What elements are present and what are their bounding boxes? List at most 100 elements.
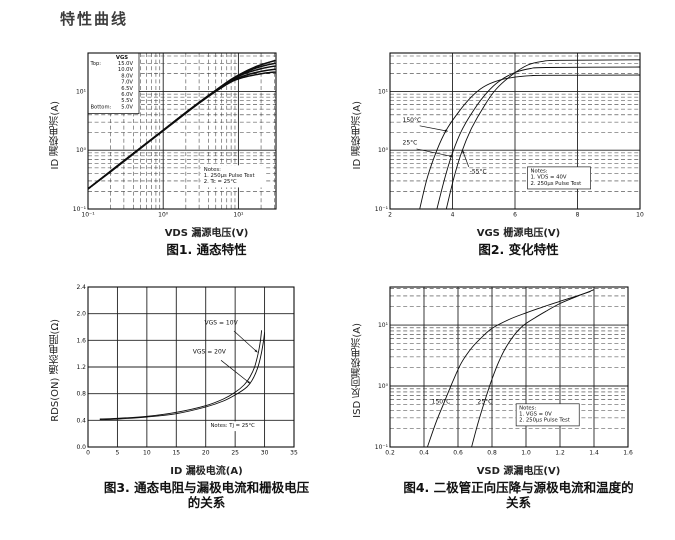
svg-text:Notes:: Notes:: [519, 405, 536, 411]
svg-text:0.0: 0.0: [76, 444, 86, 451]
svg-text:1.0: 1.0: [521, 449, 531, 456]
fig1-caption: 图1. 通态特性: [166, 242, 247, 257]
svg-text:6: 6: [513, 212, 517, 219]
figure2-panel: ID 漏极电流(A) 150°C 25°C -55°C Notes: 1. VDS = …: [350, 46, 672, 258]
svg-text:1. VGS = 0V: 1. VGS = 0V: [519, 411, 552, 417]
curve--55°C: [445, 59, 641, 210]
fig2-caption: 图2. 变化特性: [478, 242, 559, 257]
fig3-x-axis-label: ID 漏极电流(A): [170, 465, 243, 477]
plot-frame: [87, 286, 295, 448]
svg-text:10⁻¹: 10⁻¹: [375, 444, 389, 451]
figure4-plot-row: ISD 反向漏极电流(A) 150°C 25°C Notes: 1. VGS = 0V…: [350, 280, 672, 462]
svg-text:Top:: Top:: [90, 61, 102, 67]
svg-text:8: 8: [576, 212, 580, 219]
svg-text:0.6: 0.6: [453, 449, 463, 456]
svg-text:2.0: 2.0: [76, 310, 86, 317]
curve-label: 25°C: [403, 140, 418, 147]
figure1-panel: ID 漏极电流(A) VGS Top: 15.0V 10.0V 8.0V 7.0V 6.5V…: [48, 46, 350, 258]
svg-text:25: 25: [231, 449, 239, 456]
plot-frame: [389, 286, 629, 448]
svg-text:20: 20: [202, 449, 210, 456]
svg-text:0.8: 0.8: [76, 390, 86, 397]
svg-text:5.5V: 5.5V: [121, 98, 133, 104]
svg-text:1.2: 1.2: [76, 364, 86, 371]
svg-text:0: 0: [86, 449, 90, 456]
svg-text:2. 250μs Pulse Test: 2. 250μs Pulse Test: [531, 181, 582, 187]
svg-text:10⁻¹: 10⁻¹: [81, 212, 95, 219]
fig3-plot: VGS = 10V VGS = 20V Notes: Tj = 25°C 0 5 10 15…: [76, 284, 298, 457]
svg-text:15.0V: 15.0V: [118, 61, 134, 67]
svg-text:2. 250μs Pulse Test: 2. 250μs Pulse Test: [519, 417, 570, 423]
curve-label: VGS = 10V: [205, 319, 239, 326]
curve-VGS=5.0V: [87, 71, 276, 190]
svg-text:10¹: 10¹: [233, 212, 244, 219]
svg-text:1.6: 1.6: [623, 449, 633, 456]
svg-text:8.0V: 8.0V: [121, 73, 133, 79]
fig4-plot: 150°C 25°C Notes:1. VGS = 0V2. 250μs Pulse…: [375, 286, 633, 456]
svg-text:10⁰: 10⁰: [378, 147, 389, 154]
svg-text:5: 5: [116, 449, 120, 456]
svg-text:0.4: 0.4: [76, 417, 86, 424]
svg-text:10⁰: 10⁰: [158, 212, 169, 219]
curve-25°C: [436, 66, 641, 210]
figure4-labels: VSD 源漏电压(V) 图4. 二极管正向压降与源极电流和温度的关系: [350, 462, 672, 512]
svg-text:35: 35: [290, 449, 298, 456]
svg-text:Notes:: Notes:: [204, 167, 221, 173]
curve-VGS = 10V: [99, 329, 263, 420]
figure1-plot-row: ID 漏极电流(A) VGS Top: 15.0V 10.0V 8.0V 7.0V 6.5V…: [48, 46, 350, 224]
notes-box: [200, 165, 264, 188]
fig1-y-axis-label: ID 漏极电流(A): [50, 100, 61, 170]
fig3-caption: 图3. 通态电阻与漏极电流和栅极电压的关系: [103, 479, 310, 511]
svg-text:0.8: 0.8: [487, 449, 497, 456]
svg-text:15: 15: [172, 449, 180, 456]
notes-box: [207, 421, 262, 431]
fig4-caption: 图4. 二极管正向压降与源极电流和温度的关系: [403, 479, 634, 511]
notes-box: [527, 166, 591, 190]
svg-text:10⁰: 10⁰: [378, 383, 389, 390]
svg-text:0.4: 0.4: [419, 449, 429, 456]
curve-label: 150°C: [432, 398, 451, 405]
svg-text:4: 4: [451, 212, 455, 219]
curve-label: 25°C: [478, 398, 493, 405]
figure3-plot-row: RDS(ON) 通态电阻(Ω) VGS = 10V VGS = 20V Notes:…: [48, 280, 350, 462]
fig2-x-axis-label: VGS 栅源电压(V): [476, 228, 561, 239]
svg-text:10.0V: 10.0V: [118, 67, 134, 73]
curve-25°C: [471, 288, 595, 447]
curve-label: 150°C: [403, 117, 422, 124]
plot-frame: [87, 52, 277, 210]
svg-text:1. 250μs Pulse Test: 1. 250μs Pulse Test: [204, 173, 255, 179]
svg-text:6.5V: 6.5V: [121, 86, 133, 92]
fig1-x-axis-label: VDS 漏源电压(V): [164, 228, 249, 239]
svg-text:Bottom:: Bottom:: [91, 104, 112, 110]
svg-text:6.0V: 6.0V: [121, 92, 133, 98]
svg-text:10⁻¹: 10⁻¹: [73, 206, 87, 213]
svg-text:2: 2: [388, 212, 392, 219]
svg-text:10⁻¹: 10⁻¹: [375, 206, 389, 213]
fig4-x-axis-label: VSD 源漏电压(V): [476, 465, 561, 477]
figure3-panel: RDS(ON) 通态电阻(Ω) VGS = 10V VGS = 20V Notes:…: [48, 280, 350, 512]
svg-text:10: 10: [636, 212, 644, 219]
svg-text:Notes: Tj = 25°C: Notes: Tj = 25°C: [210, 423, 255, 429]
svg-text:1. VDS = 40V: 1. VDS = 40V: [531, 175, 567, 181]
plot-frame: [389, 52, 641, 210]
fig3-y-axis-label: RDS(ON) 通态电阻(Ω): [50, 319, 61, 423]
svg-text:1.6: 1.6: [76, 337, 86, 344]
figure1-labels: VDS 漏源电压(V) 图1. 通态特性: [48, 224, 350, 258]
figure3-labels: ID 漏极电流(A) 图3. 通态电阻与漏极电流和栅极电压的关系: [48, 462, 350, 512]
svg-text:30: 30: [261, 449, 269, 456]
svg-text:7.0V: 7.0V: [121, 80, 133, 86]
svg-text:10⁰: 10⁰: [76, 147, 87, 154]
legend-box: [87, 52, 140, 114]
svg-text:1.2: 1.2: [555, 449, 565, 456]
svg-text:Notes:: Notes:: [531, 168, 548, 174]
figure2-plot-row: ID 漏极电流(A) 150°C 25°C -55°C Notes: 1. VDS = …: [350, 46, 672, 224]
figure2-labels: VGS 栅源电压(V) 图2. 变化特性: [350, 224, 672, 258]
svg-text:10¹: 10¹: [378, 322, 389, 329]
svg-text:2.4: 2.4: [76, 284, 86, 291]
curve-VGS = 20V: [99, 331, 266, 420]
curve-label: -55°C: [470, 169, 487, 176]
svg-text:0.2: 0.2: [385, 449, 395, 456]
